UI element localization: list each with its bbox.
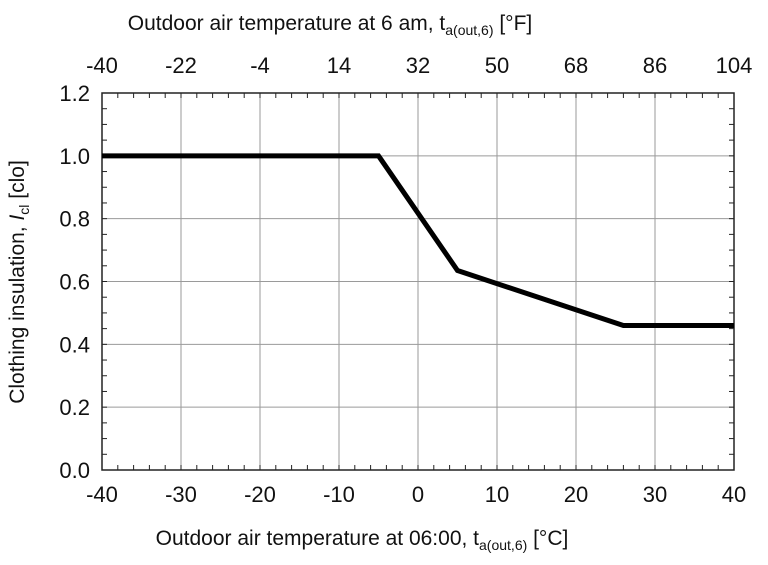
y-tick-label: 0.4 <box>59 332 90 357</box>
x-tick-label: -40 <box>86 482 118 507</box>
x2-tick-label: 104 <box>716 53 753 78</box>
x-tick-labels: -40 -30 -20 -10 0 10 20 30 40 <box>86 482 746 507</box>
x-axis-title: Outdoor air temperature at 06:00, ta(out… <box>156 527 569 553</box>
series-line <box>102 153 734 328</box>
x-tick-label: 20 <box>564 482 588 507</box>
y-tick-label: 0.6 <box>59 270 90 295</box>
y-tick-label: 0.8 <box>59 207 90 232</box>
x2-tick-label: -22 <box>165 53 197 78</box>
x-tick-label: -10 <box>323 482 355 507</box>
x2-tick-label: 14 <box>327 53 351 78</box>
plot-frame <box>101 92 735 471</box>
x-tick-label: 30 <box>643 482 667 507</box>
grid <box>101 92 735 471</box>
x2-tick-label: -4 <box>250 53 270 78</box>
x-tick-label: 0 <box>412 482 424 507</box>
series-layer <box>102 153 734 328</box>
x2-axis-title: Outdoor air temperature at 6 am, ta(out,… <box>128 12 532 38</box>
x2-tick-label: 68 <box>564 53 588 78</box>
y-tick-label: 1.2 <box>59 81 90 106</box>
x2-tick-labels: -40 -22 -4 14 32 50 68 86 104 <box>86 53 752 78</box>
y-axis-title: Clothing insulation, Icl [clo] <box>6 160 32 404</box>
y-tick-label: 1.0 <box>59 144 90 169</box>
x-tick-label: -30 <box>165 482 197 507</box>
y-tick-labels: 0.0 0.2 0.4 0.6 0.8 1.0 1.2 <box>59 81 90 483</box>
minor-ticks <box>101 92 735 471</box>
x-tick-label: 10 <box>485 482 509 507</box>
x2-tick-label: 50 <box>485 53 509 78</box>
x2-tick-label: 86 <box>643 53 667 78</box>
y-tick-label: 0.2 <box>59 395 90 420</box>
x-tick-label: -20 <box>244 482 276 507</box>
y-tick-label: 0.0 <box>59 458 90 483</box>
x-tick-label: 40 <box>722 482 746 507</box>
x2-tick-label: 32 <box>406 53 430 78</box>
x2-tick-label: -40 <box>86 53 118 78</box>
